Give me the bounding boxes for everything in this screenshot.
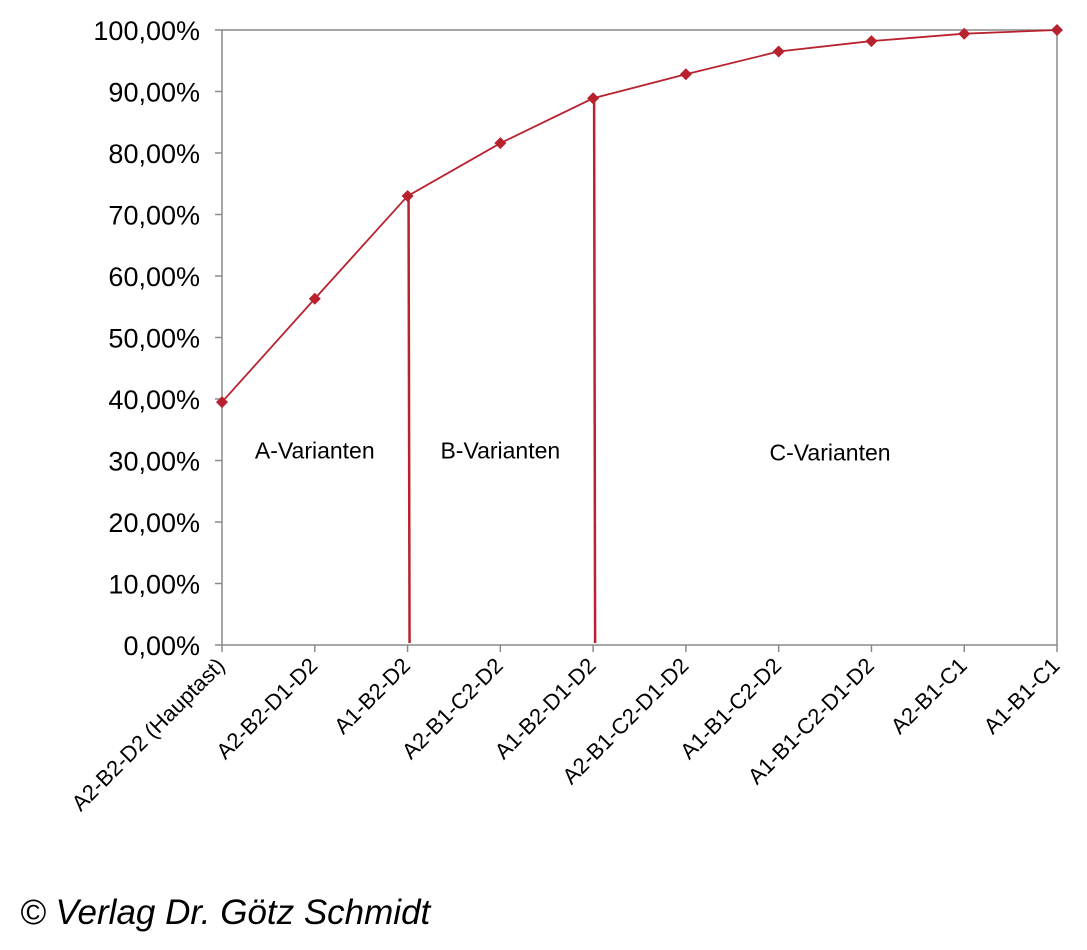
variant-region-label: A-Varianten bbox=[255, 438, 375, 464]
variant-divider-line bbox=[592, 98, 597, 644]
copyright-notice: © Verlag Dr. Götz Schmidt bbox=[20, 893, 431, 932]
variant-region-labels: A-Varianten B-Varianten C-Varianten bbox=[255, 438, 891, 466]
data-point-marker bbox=[679, 68, 692, 81]
y-tick-label: 80,00% bbox=[108, 139, 200, 169]
variant-region-label: B-Varianten bbox=[440, 438, 560, 464]
variant-dividers bbox=[407, 98, 597, 644]
y-tick-label: 40,00% bbox=[108, 385, 200, 415]
data-point-marker bbox=[216, 396, 228, 409]
cumulative-line bbox=[221, 29, 1058, 403]
series-line bbox=[216, 24, 1063, 409]
y-tick-label: 90,00% bbox=[108, 78, 200, 108]
y-tick-label: 20,00% bbox=[108, 508, 200, 538]
y-axis: 0,00% 10,00% 20,00% 30,00% 40,00% 50,00% 60,00… bbox=[93, 16, 222, 661]
y-tick-label: 100,00% bbox=[93, 16, 200, 46]
y-tick-label: 70,00% bbox=[108, 201, 200, 231]
y-tick-label: 60,00% bbox=[108, 262, 200, 292]
variant-divider-line bbox=[407, 196, 411, 644]
variant-region-label: C-Varianten bbox=[770, 440, 891, 466]
data-point-marker bbox=[772, 45, 785, 58]
y-tick-label: 10,00% bbox=[108, 570, 200, 600]
data-point-marker bbox=[587, 92, 600, 105]
x-category-label: A2-B2-D2 (Hauptast) bbox=[67, 653, 230, 816]
data-point-marker bbox=[401, 190, 414, 203]
y-tick-label: 30,00% bbox=[108, 447, 200, 477]
y-tick-label: 50,00% bbox=[108, 324, 200, 354]
data-point-marker bbox=[958, 27, 971, 40]
x-category-label: A1-B1-C1 bbox=[979, 653, 1065, 739]
x-category-label: A2-B1-C1 bbox=[886, 653, 972, 739]
data-point-marker bbox=[494, 137, 507, 150]
y-tick-label: 0,00% bbox=[123, 631, 200, 661]
data-point-marker bbox=[1051, 24, 1063, 36]
plot-area-frame bbox=[221, 29, 1058, 646]
data-point-marker bbox=[865, 35, 878, 48]
data-point-marker bbox=[308, 292, 321, 305]
pareto-chart: 0,00% 10,00% 20,00% 30,00% 40,00% 50,00% 60,00… bbox=[67, 16, 1065, 816]
x-category-label: A1-B2-D2 bbox=[329, 653, 415, 739]
x-axis: A2-B2-D2 (Hauptast)A2-B2-D1-D2 A1-B2-D2A2… bbox=[67, 645, 1065, 816]
